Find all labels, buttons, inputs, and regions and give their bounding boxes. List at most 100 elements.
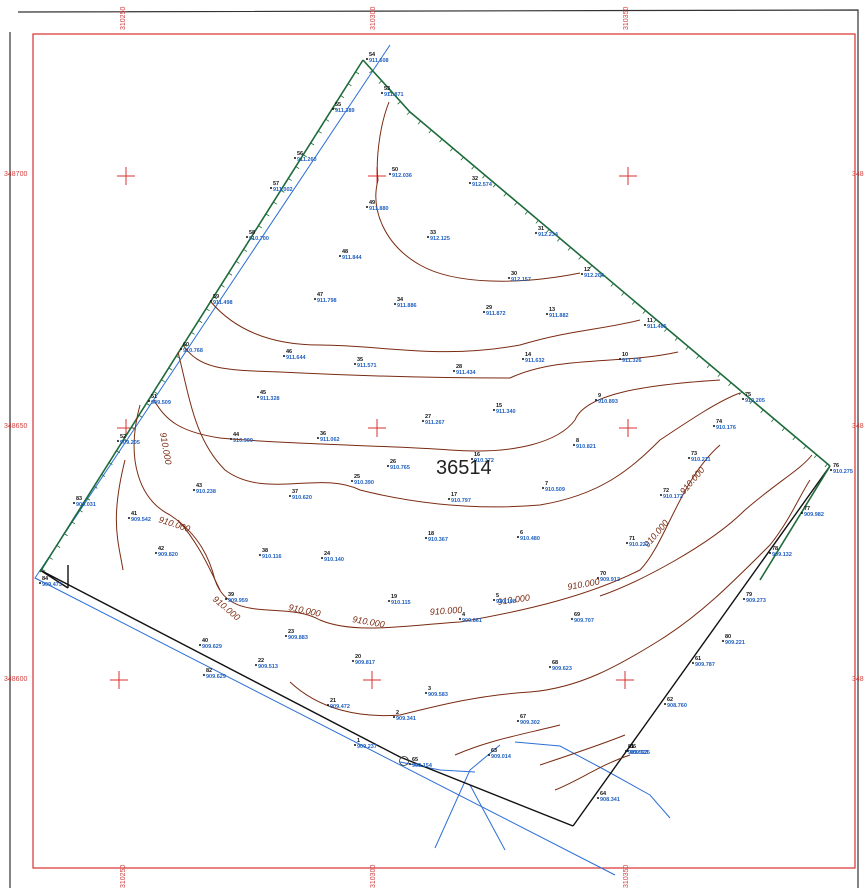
survey-point-dot (388, 600, 390, 602)
boundary-tick (803, 445, 807, 450)
survey-point-number: 76 (833, 463, 839, 469)
survey-point-number: 77 (804, 506, 810, 512)
survey-point-number: 31 (538, 226, 544, 232)
survey-point-elevation: 909.509 (151, 400, 171, 406)
survey-point-number: 15 (496, 403, 502, 409)
survey-point-elevation: 911.882 (549, 313, 569, 319)
boundary-tick (101, 474, 106, 477)
boundary-tick (123, 438, 128, 442)
survey-point-elevation: 911.632 (525, 358, 545, 364)
survey-point-number: 71 (629, 536, 635, 542)
survey-point-dot (493, 599, 495, 601)
survey-point-number: 37 (292, 489, 298, 495)
survey-point-dot (199, 644, 201, 646)
survey-point-dot (713, 425, 715, 427)
survey-point-elevation: 909.523 (628, 750, 648, 756)
survey-point-elevation: 910.372 (474, 458, 494, 464)
survey-point-elevation: 911.871 (384, 92, 404, 98)
boundary-tick (153, 391, 158, 395)
blue-parcel-lines (34, 44, 671, 876)
survey-point-dot (381, 92, 383, 94)
survey-point-elevation: 911.498 (213, 300, 233, 306)
survey-point-number: 58 (249, 230, 255, 236)
survey-point-dot (743, 598, 745, 600)
boundary-tick (288, 178, 292, 181)
boundary-tick (198, 320, 203, 323)
boundary-tick (696, 355, 700, 359)
survey-point-number: 3 (428, 686, 431, 692)
contour-label: 910.000 (429, 605, 462, 617)
boundary-tick (642, 310, 646, 314)
survey-point-number: 2 (396, 710, 399, 716)
boundary-tick (824, 463, 828, 468)
boundary-tick (295, 166, 300, 170)
boundary-tick (674, 337, 678, 341)
survey-point-dot (393, 716, 395, 718)
survey-point-elevation: 911.267 (425, 420, 445, 426)
boundary-tick (265, 213, 270, 217)
boundary-tick (355, 71, 360, 75)
survey-point-dot (246, 236, 248, 238)
survey-point-number: 59 (213, 294, 219, 300)
boundary-tick (243, 249, 248, 252)
survey-point-number: 25 (354, 474, 360, 480)
survey-point-dot (469, 182, 471, 184)
boundary-tick (49, 556, 53, 560)
survey-point-elevation: 912.125 (430, 236, 450, 242)
boundary-tick (578, 256, 582, 260)
green-boundary-ticks (41, 70, 828, 572)
survey-point-dot (352, 660, 354, 662)
boundary-tick (190, 331, 195, 335)
survey-point-elevation: 911.465 (647, 324, 667, 330)
grid-label-top-2: 310300 (370, 7, 377, 30)
boundary-tick (781, 427, 785, 432)
survey-point-number: 21 (330, 698, 336, 704)
survey-point-elevation: 910.205 (745, 398, 765, 404)
survey-point-dot (394, 303, 396, 305)
survey-point-dot (573, 444, 575, 446)
survey-point-elevation: 909.629 (206, 674, 226, 680)
boundary-tick (535, 220, 539, 224)
survey-point-elevation: 909.959 (228, 598, 248, 604)
survey-point-dot (366, 58, 368, 60)
survey-point-elevation: 909.221 (725, 640, 745, 646)
survey-point-dot (549, 666, 551, 668)
survey-point-dot (117, 440, 119, 442)
survey-point-elevation: 909.883 (288, 635, 308, 641)
survey-point-elevation: 909.982 (804, 512, 824, 518)
grid-label-top-1: 310250 (120, 7, 127, 30)
boundary-tick (439, 138, 443, 143)
survey-point-dot (366, 206, 368, 208)
green-boundary (39, 59, 831, 581)
survey-point-dot (660, 494, 662, 496)
contour-label: 910.000 (497, 593, 531, 607)
survey-point-number: 19 (391, 594, 397, 600)
survey-point-number: 42 (158, 546, 164, 552)
survey-point-elevation: 909.273 (746, 598, 766, 604)
contour-label: 910.000 (567, 576, 601, 591)
drawing-frame (32, 33, 856, 869)
boundary-tick (664, 328, 668, 332)
boundary-tick (397, 101, 401, 105)
survey-point-dot (619, 358, 621, 360)
boundary-tick (717, 373, 721, 377)
survey-point-number: 13 (549, 307, 555, 313)
